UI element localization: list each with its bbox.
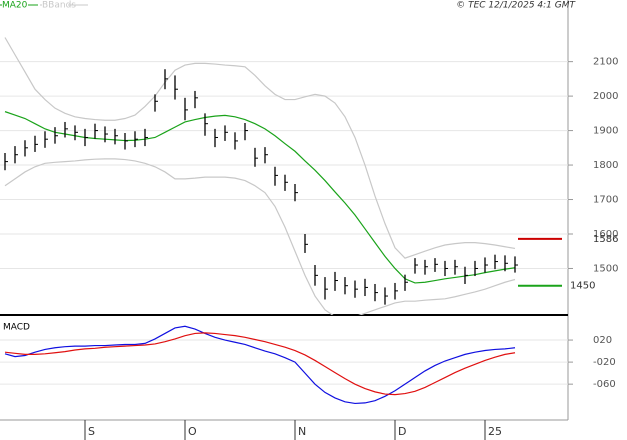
y-tick-label: 1700: [593, 195, 618, 206]
legend-label: BBands: [42, 1, 76, 11]
source: © TEC 12/1/2025 4:1 GMT: [456, 1, 576, 11]
y-tick-label: -060: [593, 379, 616, 390]
y-tick-label: -020: [593, 357, 616, 368]
plot-area: [0, 37, 568, 315]
x-tick-label: O: [188, 425, 197, 438]
y-tick-label: 1800: [593, 160, 618, 171]
y-tick-label: 020: [593, 335, 612, 346]
x-tick-label: N: [298, 425, 306, 438]
macd-line: [4, 332, 516, 396]
panel-title: MACD: [3, 323, 30, 333]
x-tick-label: 25: [488, 425, 502, 438]
indicator-line: [4, 158, 516, 315]
x-tick-label: S: [88, 425, 95, 438]
macd-line: [4, 325, 516, 405]
y-tick-label: 1900: [593, 126, 618, 137]
y-tick-label: 1500: [593, 263, 618, 274]
x-tick-label: D: [398, 425, 406, 438]
level-label: 1450: [570, 281, 595, 292]
indicator-line: [4, 111, 516, 284]
y-tick-label: 1600: [593, 229, 618, 240]
y-tick-label: 2100: [593, 57, 618, 68]
y-tick-label: 2000: [593, 91, 618, 102]
indicator-line: [4, 37, 516, 259]
legend-label: MA20: [2, 1, 28, 11]
plot-area: [0, 325, 568, 405]
level-label: 1586: [593, 234, 618, 245]
